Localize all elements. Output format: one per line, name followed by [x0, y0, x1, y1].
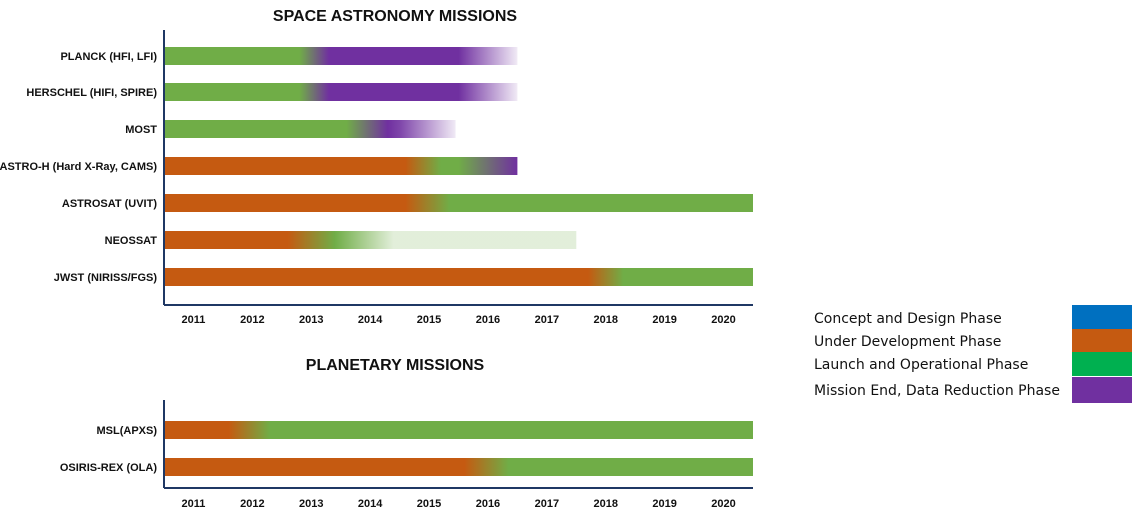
- mission-bar: [164, 47, 518, 65]
- mission-label: PLANCK (HFI, LFI): [60, 51, 157, 63]
- mission-label: MSL(APXS): [97, 425, 158, 437]
- legend: Concept and Design Phase Under Developmen…: [814, 305, 1132, 403]
- mission-label: ASTROSAT (UVIT): [62, 198, 157, 210]
- x-tick-label: 2018: [594, 314, 618, 326]
- x-tick-label: 2015: [417, 314, 441, 326]
- legend-label: Concept and Design Phase: [814, 311, 1002, 327]
- mission-bar: [164, 231, 577, 249]
- x-tick-label: 2016: [476, 314, 500, 326]
- gantt-panel: PLANCK (HFI, LFI) HERSCHEL (HIFI, SPIRE) M…: [0, 30, 753, 326]
- x-tick-label: 2019: [652, 314, 676, 326]
- legend-swatch-mission_end: [1072, 377, 1132, 403]
- x-tick-label: 2017: [535, 314, 559, 326]
- mission-bar: [164, 157, 518, 175]
- x-tick-label: 2011: [182, 314, 206, 326]
- legend-swatch-operational: [1072, 352, 1132, 376]
- chart-title-space-astronomy: SPACE ASTRONOMY MISSIONS: [273, 8, 518, 25]
- x-tick-label: 2015: [417, 498, 441, 510]
- legend-swatch-concept: [1072, 305, 1132, 329]
- legend-swatch-development: [1072, 329, 1132, 353]
- x-tick-label: 2020: [711, 498, 735, 510]
- x-tick-label: 2014: [358, 498, 383, 510]
- mission-bar: [164, 83, 518, 101]
- mission-bar: [164, 421, 753, 439]
- mission-label: MOST: [125, 124, 157, 136]
- x-tick-label: 2017: [535, 498, 559, 510]
- mission-bar: [164, 120, 456, 138]
- legend-label: Under Development Phase: [814, 334, 1001, 350]
- mission-bar: [164, 194, 753, 212]
- mission-label: NEOSSAT: [105, 235, 158, 247]
- x-tick-label: 2016: [476, 498, 500, 510]
- mission-label: JWST (NIRISS/FGS): [54, 272, 158, 284]
- chart-title-planetary: PLANETARY MISSIONS: [306, 357, 485, 374]
- x-tick-label: 2012: [240, 314, 264, 326]
- mission-label: OSIRIS-REX (OLA): [60, 462, 158, 474]
- mission-bar: [164, 268, 753, 286]
- mission-label: HERSCHEL (HIFI, SPIRE): [26, 87, 157, 99]
- gantt-panel: MSL(APXS) OSIRIS-REX (OLA) 2011 2012 2013 201…: [60, 400, 753, 510]
- x-tick-label: 2014: [358, 314, 383, 326]
- x-tick-label: 2013: [299, 498, 323, 510]
- x-tick-label: 2011: [182, 498, 206, 510]
- legend-label: Launch and Operational Phase: [814, 357, 1028, 373]
- mission-bar: [164, 458, 753, 476]
- x-tick-label: 2013: [299, 314, 323, 326]
- x-tick-label: 2012: [240, 498, 264, 510]
- mission-label: ASTRO-H (Hard X-Ray, CAMS): [0, 161, 157, 173]
- x-tick-label: 2018: [594, 498, 618, 510]
- x-tick-label: 2019: [652, 498, 676, 510]
- legend-label: Mission End, Data Reduction Phase: [814, 383, 1060, 399]
- x-tick-label: 2020: [711, 314, 735, 326]
